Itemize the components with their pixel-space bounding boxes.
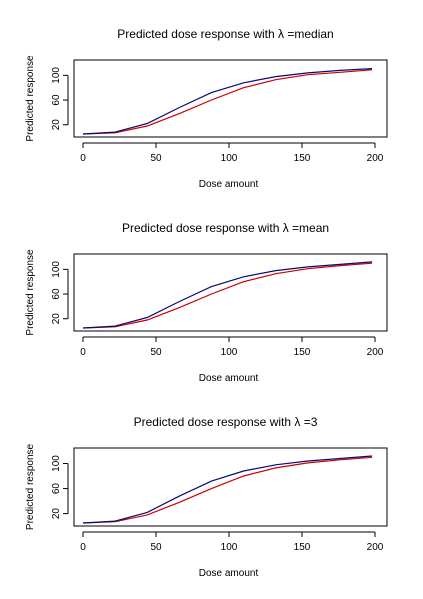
series-line-blue	[82, 261, 373, 329]
x-tick-label: 100	[221, 347, 238, 358]
chart-panel-2: Predicted dose response with λ =mean 0 50 1…	[25, 221, 388, 384]
x-tick-label: 100	[221, 153, 238, 164]
series-line-red	[82, 456, 373, 524]
chart-title: Predicted dose response with λ =3	[134, 415, 318, 429]
chart-panel-1: Predicted dose response with λ =median 0 5…	[25, 27, 388, 190]
plot-frame	[73, 447, 388, 527]
series-line-red	[82, 262, 373, 329]
x-tick-label: 150	[294, 347, 311, 358]
plot-frame	[73, 253, 388, 332]
x-tick-label: 200	[367, 153, 384, 164]
x-tick-label: 50	[150, 153, 162, 164]
y-tick-label: 100	[51, 455, 62, 472]
x-tick-label: 100	[221, 542, 238, 553]
x-tick-label: 200	[367, 542, 384, 553]
x-tick-label: 200	[367, 347, 384, 358]
series-line-blue	[82, 68, 373, 135]
y-axis-label: Predicted response	[25, 55, 36, 142]
y-tick-label: 60	[51, 483, 62, 495]
series-line-blue	[82, 455, 373, 524]
x-axis-label: Dose amount	[199, 179, 259, 190]
y-tick-label: 20	[51, 508, 62, 520]
x-tick-label: 50	[150, 347, 162, 358]
y-tick-label: 100	[51, 67, 62, 84]
y-tick-label: 20	[51, 313, 62, 325]
chart-panel-3: Predicted dose response with λ =3 0 50 100 1…	[25, 415, 388, 579]
y-axis-label: Predicted response	[25, 249, 36, 336]
plot-frame	[73, 59, 388, 138]
y-tick-label: 60	[51, 94, 62, 106]
x-tick-label: 0	[80, 542, 86, 553]
x-tick-label: 0	[80, 153, 86, 164]
x-tick-label: 150	[294, 542, 311, 553]
x-tick-label: 150	[294, 153, 311, 164]
series-line-red	[82, 69, 373, 135]
y-tick-label: 20	[51, 119, 62, 131]
x-axis-label: Dose amount	[199, 568, 259, 579]
x-axis-label: Dose amount	[199, 373, 259, 384]
chart-title: Predicted dose response with λ =mean	[122, 221, 329, 235]
y-tick-label: 60	[51, 288, 62, 300]
y-axis-label: Predicted response	[25, 443, 36, 530]
y-tick-label: 100	[51, 261, 62, 278]
chart-title: Predicted dose response with λ =median	[117, 27, 333, 41]
x-tick-label: 0	[80, 347, 86, 358]
x-tick-label: 50	[150, 542, 162, 553]
